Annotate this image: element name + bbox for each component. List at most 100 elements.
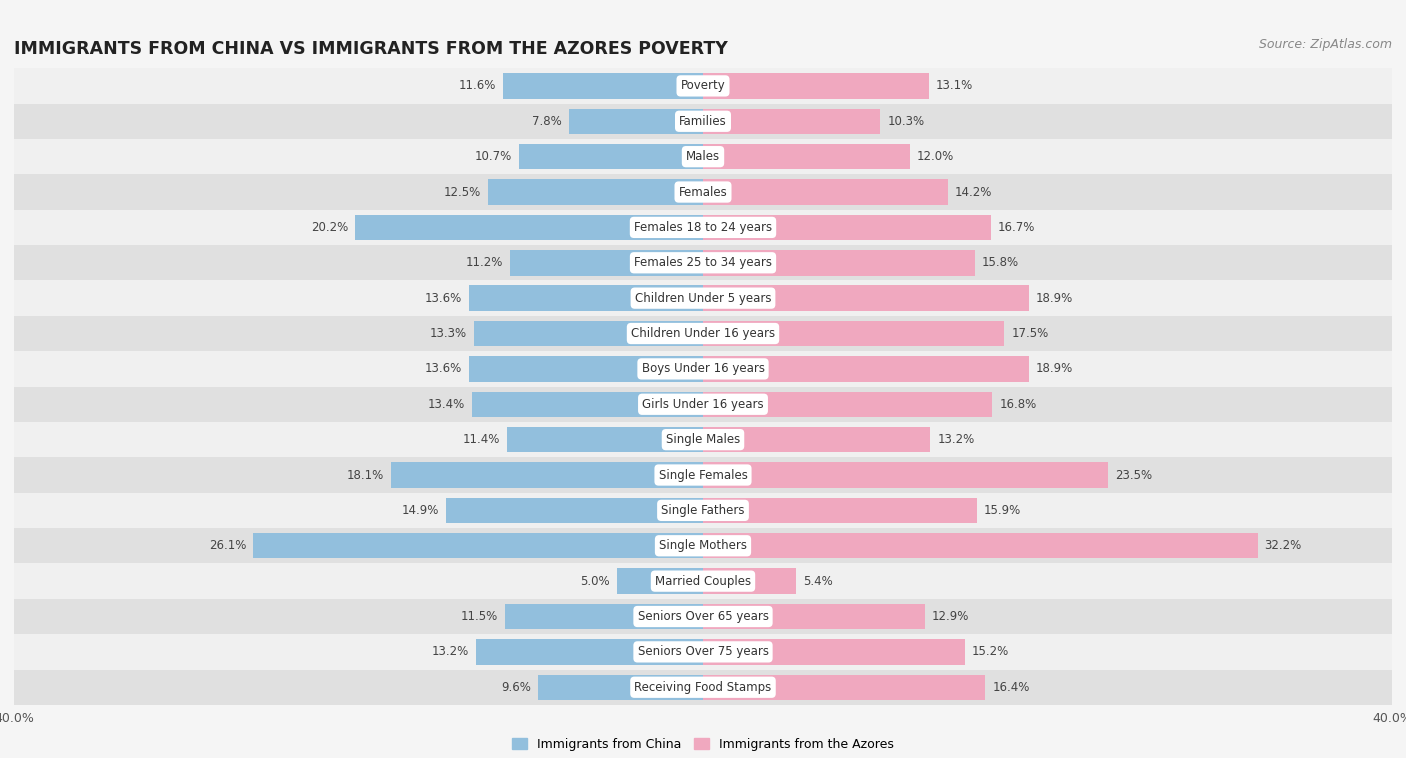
Text: Source: ZipAtlas.com: Source: ZipAtlas.com <box>1258 38 1392 51</box>
Text: 11.2%: 11.2% <box>465 256 503 269</box>
Bar <box>468 286 703 311</box>
Bar <box>703 568 796 594</box>
Bar <box>14 669 1392 705</box>
Text: Seniors Over 75 years: Seniors Over 75 years <box>637 645 769 659</box>
Text: 9.6%: 9.6% <box>501 681 531 694</box>
Text: 17.5%: 17.5% <box>1011 327 1049 340</box>
Bar <box>703 321 1004 346</box>
Bar <box>14 104 1392 139</box>
Text: IMMIGRANTS FROM CHINA VS IMMIGRANTS FROM THE AZORES POVERTY: IMMIGRANTS FROM CHINA VS IMMIGRANTS FROM… <box>14 40 728 58</box>
Bar <box>703 286 1029 311</box>
Bar <box>703 533 1257 559</box>
Bar <box>537 675 703 700</box>
Text: 16.4%: 16.4% <box>993 681 1029 694</box>
Bar <box>14 139 1392 174</box>
Bar <box>703 427 931 453</box>
Bar <box>703 356 1029 381</box>
Text: 20.2%: 20.2% <box>311 221 349 234</box>
Text: 7.8%: 7.8% <box>531 114 562 128</box>
Text: Males: Males <box>686 150 720 163</box>
Bar <box>14 599 1392 634</box>
Bar <box>703 108 880 134</box>
Text: Poverty: Poverty <box>681 80 725 92</box>
Bar <box>14 245 1392 280</box>
Text: 13.4%: 13.4% <box>427 398 465 411</box>
Bar <box>703 392 993 417</box>
Text: Females: Females <box>679 186 727 199</box>
Text: Single Males: Single Males <box>666 433 740 446</box>
Text: 18.9%: 18.9% <box>1035 292 1073 305</box>
Bar <box>703 462 1108 487</box>
Text: Girls Under 16 years: Girls Under 16 years <box>643 398 763 411</box>
Bar <box>14 210 1392 245</box>
Bar <box>703 604 925 629</box>
Text: 5.0%: 5.0% <box>581 575 610 587</box>
Bar <box>14 493 1392 528</box>
Text: 23.5%: 23.5% <box>1115 468 1152 481</box>
Text: 13.2%: 13.2% <box>938 433 974 446</box>
Bar <box>703 74 928 99</box>
Bar <box>468 356 703 381</box>
Text: Children Under 5 years: Children Under 5 years <box>634 292 772 305</box>
Bar <box>14 68 1392 104</box>
Text: Boys Under 16 years: Boys Under 16 years <box>641 362 765 375</box>
Bar <box>703 675 986 700</box>
Text: 26.1%: 26.1% <box>209 539 246 553</box>
Text: 12.5%: 12.5% <box>443 186 481 199</box>
Bar <box>14 387 1392 422</box>
Text: 15.8%: 15.8% <box>981 256 1019 269</box>
Bar <box>488 180 703 205</box>
Text: 13.1%: 13.1% <box>935 80 973 92</box>
Bar <box>14 316 1392 351</box>
Text: Families: Families <box>679 114 727 128</box>
Text: 11.5%: 11.5% <box>461 610 498 623</box>
Text: 13.6%: 13.6% <box>425 362 461 375</box>
Bar <box>474 321 703 346</box>
Text: 10.3%: 10.3% <box>887 114 924 128</box>
Text: 16.8%: 16.8% <box>1000 398 1036 411</box>
Bar <box>14 280 1392 316</box>
Text: 5.4%: 5.4% <box>803 575 832 587</box>
Text: Single Females: Single Females <box>658 468 748 481</box>
Text: 11.6%: 11.6% <box>458 80 496 92</box>
Bar <box>14 528 1392 563</box>
Text: Single Mothers: Single Mothers <box>659 539 747 553</box>
Bar <box>703 144 910 169</box>
Text: 15.9%: 15.9% <box>984 504 1021 517</box>
Text: 13.3%: 13.3% <box>430 327 467 340</box>
Bar <box>703 639 965 665</box>
Bar <box>14 457 1392 493</box>
Text: Seniors Over 65 years: Seniors Over 65 years <box>637 610 769 623</box>
Bar <box>568 108 703 134</box>
Text: 12.9%: 12.9% <box>932 610 970 623</box>
Text: Children Under 16 years: Children Under 16 years <box>631 327 775 340</box>
Text: Receiving Food Stamps: Receiving Food Stamps <box>634 681 772 694</box>
Bar <box>391 462 703 487</box>
Bar <box>505 604 703 629</box>
Text: 14.2%: 14.2% <box>955 186 991 199</box>
Bar <box>503 74 703 99</box>
Bar <box>617 568 703 594</box>
Text: Married Couples: Married Couples <box>655 575 751 587</box>
Text: 12.0%: 12.0% <box>917 150 953 163</box>
Bar <box>14 634 1392 669</box>
Bar <box>14 422 1392 457</box>
Bar <box>14 174 1392 210</box>
Text: 13.6%: 13.6% <box>425 292 461 305</box>
Text: 13.2%: 13.2% <box>432 645 468 659</box>
Bar <box>703 215 991 240</box>
Bar <box>510 250 703 275</box>
Bar <box>14 563 1392 599</box>
Bar <box>14 351 1392 387</box>
Text: Females 25 to 34 years: Females 25 to 34 years <box>634 256 772 269</box>
Bar <box>519 144 703 169</box>
Bar <box>703 250 976 275</box>
Bar <box>356 215 703 240</box>
Bar <box>446 498 703 523</box>
Text: 14.9%: 14.9% <box>402 504 440 517</box>
Bar <box>703 180 948 205</box>
Text: 32.2%: 32.2% <box>1264 539 1302 553</box>
Text: 15.2%: 15.2% <box>972 645 1010 659</box>
Bar <box>703 498 977 523</box>
Text: 18.1%: 18.1% <box>347 468 384 481</box>
